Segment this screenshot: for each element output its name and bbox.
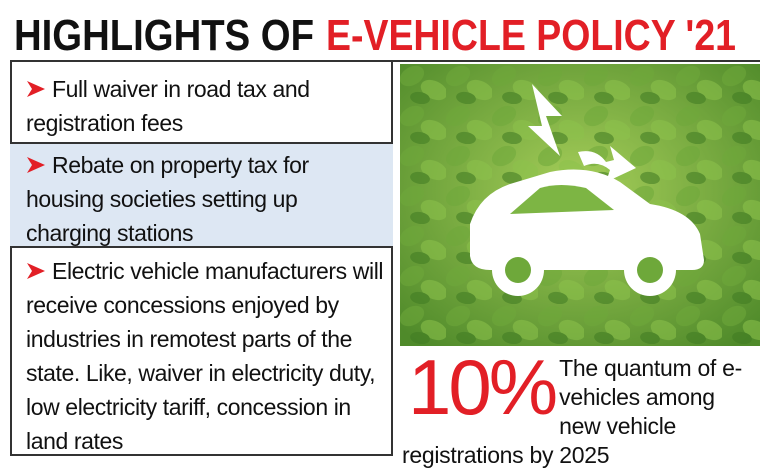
title-red: E-VEHICLE POLICY '21: [326, 11, 736, 60]
stat-box: 10% The quantum of e-vehicles among new …: [402, 343, 760, 468]
stat-text: The quantum of e-vehicles among new vehi…: [402, 355, 742, 468]
point-row: Rebate on property tax for housing socie…: [10, 144, 393, 248]
header: HIGHLIGHTS OF E-VEHICLE POLICY '21: [10, 11, 760, 62]
point-row: Electric vehicle manufacturers will rece…: [10, 250, 393, 455]
stat-figure: 10%: [408, 343, 558, 431]
leaf-image: [400, 64, 760, 346]
bullet: [27, 157, 45, 173]
point-row: Full waiver in road tax and registration…: [10, 64, 393, 144]
point-text: Rebate on property tax for housing socie…: [26, 152, 309, 246]
bullet: [27, 81, 45, 97]
bullet: [27, 263, 45, 279]
title-black: HIGHLIGHTS OF: [14, 11, 314, 60]
point-text: Electric vehicle manufacturers will rece…: [26, 258, 384, 454]
point-text: Full waiver in road tax and registration…: [26, 76, 310, 136]
